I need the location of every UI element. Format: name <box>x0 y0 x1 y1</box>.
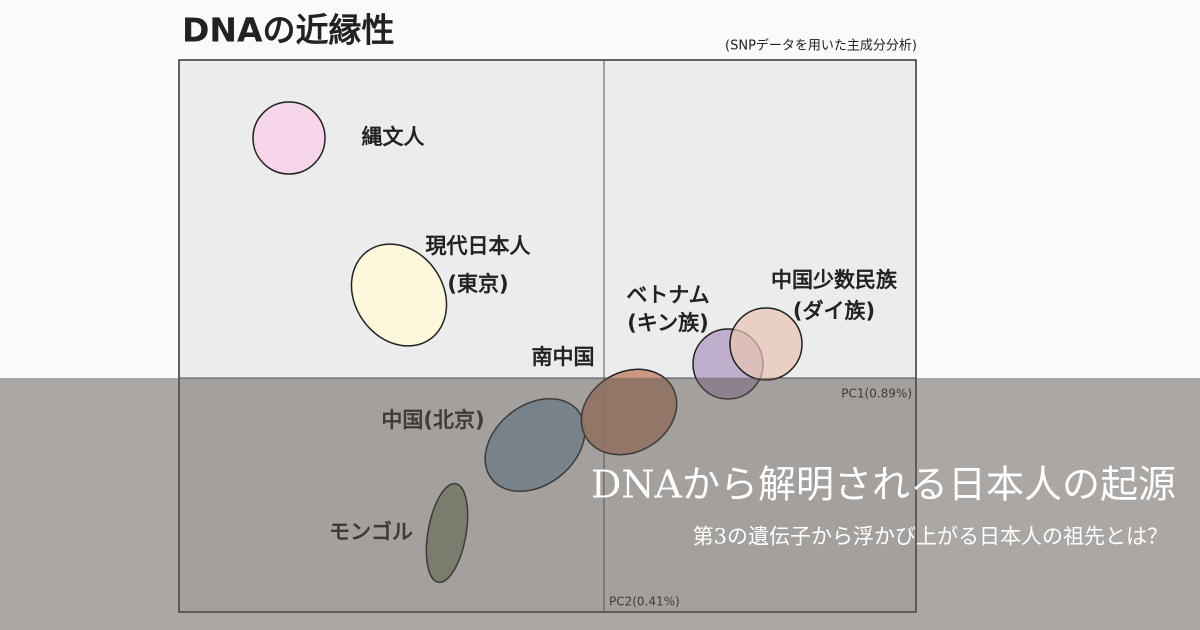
group-label: 中国少数民族 <box>771 268 898 292</box>
group-label: 縄文人 <box>362 125 425 149</box>
banner-overlay <box>0 378 1200 630</box>
cluster-modern-japanese <box>350 243 448 347</box>
group-sublabel: (ダイ族) <box>793 299 875 323</box>
diagram-subtitle: (SNPデータを用いた主成分分析) <box>725 38 917 54</box>
diagram-title: DNAの近縁性 <box>182 11 395 50</box>
group-sublabel: (東京) <box>447 272 508 296</box>
cluster-jomon <box>252 101 326 175</box>
banner-title: DNAから解明される日本人の起源 <box>591 463 1176 507</box>
group-sublabel: (キン族) <box>627 311 709 335</box>
group-label: ベトナム <box>626 283 709 307</box>
banner-subtitle: 第3の遺伝子から浮かび上がる日本人の祖先とは？ <box>693 525 1168 549</box>
group-label: 現代日本人 <box>426 234 531 258</box>
cluster-dai <box>729 307 803 381</box>
group-label: 南中国 <box>532 345 595 369</box>
